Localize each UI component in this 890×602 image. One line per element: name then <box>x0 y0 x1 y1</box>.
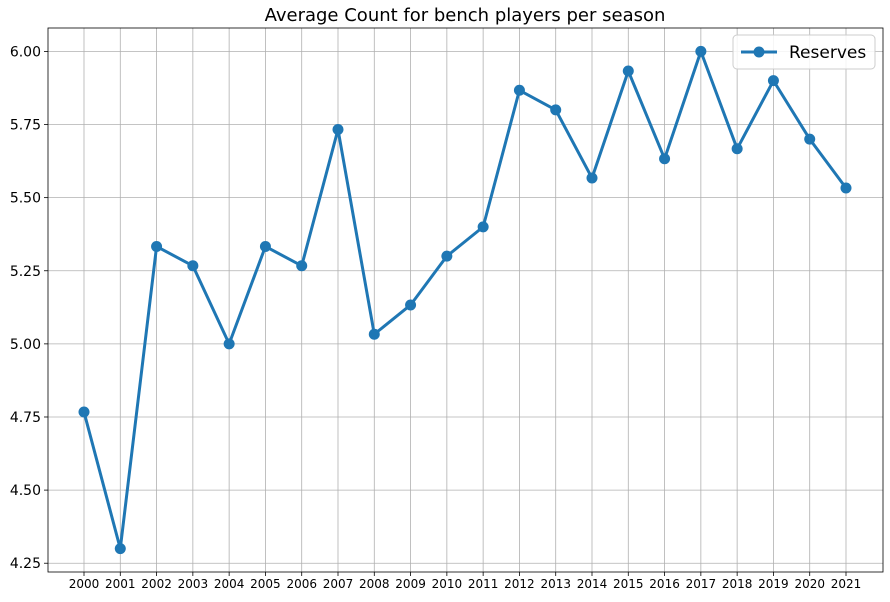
x-tick-label: 2001 <box>105 577 136 591</box>
axes: 2000 2001 2002 2003 2004 2005 2006 2007 2008 2009… <box>10 27 884 591</box>
series-line <box>82 49 848 551</box>
y-tick-label: 5.25 <box>10 264 41 280</box>
x-tick-label: 2005 <box>250 577 281 591</box>
x-tick-label: 2016 <box>649 577 680 591</box>
legend-box <box>732 34 876 70</box>
y-tick-label: 4.25 <box>10 556 41 572</box>
data-point <box>296 260 308 272</box>
x-tick-label: 2009 <box>395 577 426 591</box>
x-tick-label: 2015 <box>613 577 644 591</box>
x-tick-label: 2019 <box>758 577 789 591</box>
plot-frame <box>47 27 884 573</box>
x-tick-label: 2020 <box>794 577 825 591</box>
data-point <box>840 182 852 194</box>
legend-label: Reserves <box>789 43 866 63</box>
data-point <box>78 406 90 418</box>
x-tick-label: 2010 <box>432 577 463 591</box>
data-point <box>804 133 816 145</box>
grid <box>48 28 883 572</box>
x-tick-label: 2007 <box>323 577 354 591</box>
data-point <box>114 543 126 555</box>
x-tick-label: 2006 <box>286 577 317 591</box>
x-tick-label: 2000 <box>69 577 100 591</box>
y-tick-label: 5.00 <box>10 337 41 353</box>
data-point <box>622 65 634 77</box>
data-point <box>441 250 453 262</box>
data-point <box>731 143 743 155</box>
series-layer <box>78 45 852 555</box>
x-tick-label: 2011 <box>468 577 499 591</box>
y-tick-label: 5.50 <box>10 191 41 207</box>
data-point <box>187 260 199 272</box>
data-point <box>550 104 562 116</box>
x-tick-label: 2008 <box>359 577 390 591</box>
legend: Reserves <box>732 34 876 70</box>
y-tick-label: 6.00 <box>10 44 41 60</box>
x-tick-label: 2002 <box>141 577 172 591</box>
chart-title: Average Count for bench players per seas… <box>265 5 666 26</box>
data-point <box>659 153 671 165</box>
data-point <box>223 338 235 350</box>
x-tick-label: 2003 <box>178 577 209 591</box>
data-point <box>405 299 417 311</box>
data-point <box>332 123 344 135</box>
x-tick-label: 2021 <box>831 577 862 591</box>
x-tick-label: 2014 <box>577 577 608 591</box>
y-tick-label: 4.50 <box>10 483 41 499</box>
x-tick-label: 2018 <box>722 577 753 591</box>
x-tick-label: 2017 <box>686 577 717 591</box>
y-tick-label: 5.75 <box>10 118 41 134</box>
data-point <box>586 172 598 184</box>
data-point <box>695 45 707 57</box>
data-point <box>513 84 525 96</box>
data-point <box>767 75 779 87</box>
data-point <box>259 240 271 252</box>
legend-marker-swatch <box>753 46 765 58</box>
x-tick-label: 2004 <box>214 577 245 591</box>
y-tick-label: 4.75 <box>10 410 41 426</box>
x-tick-label: 2012 <box>504 577 535 591</box>
data-point <box>151 240 163 252</box>
x-tick-label: 2013 <box>540 577 571 591</box>
data-point <box>368 328 380 340</box>
data-point <box>477 221 489 233</box>
